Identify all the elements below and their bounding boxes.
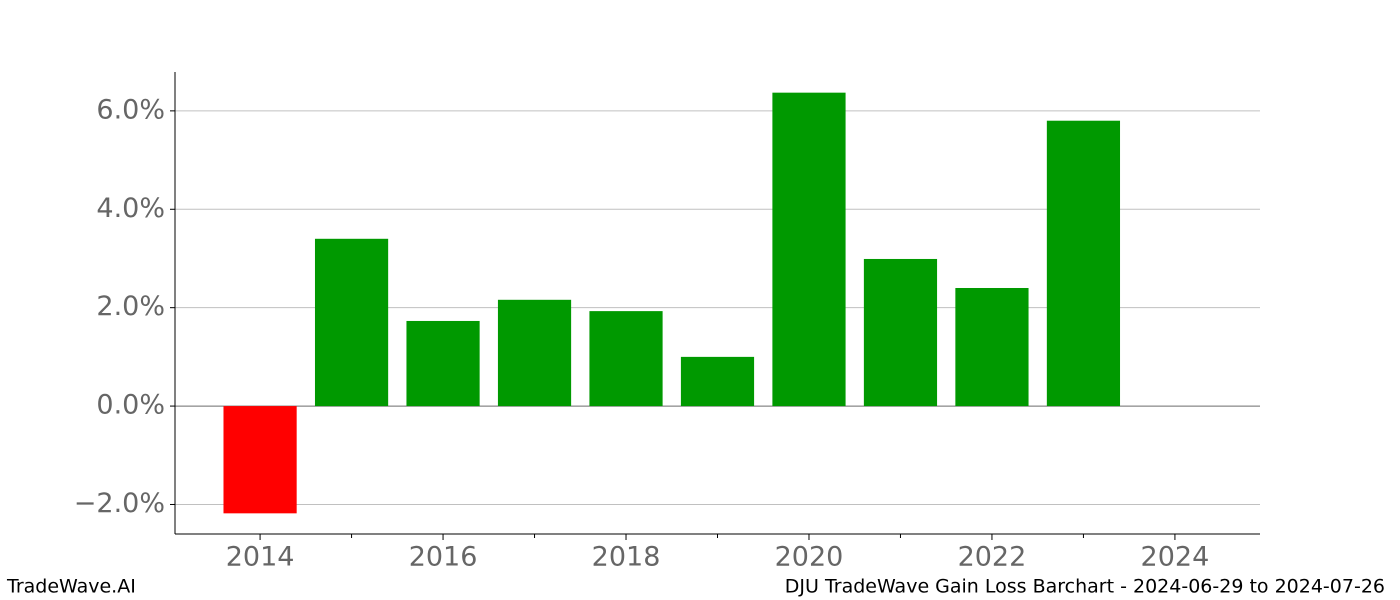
y-tick-label: 4.0% bbox=[96, 193, 165, 224]
y-tick-label: 0.0% bbox=[96, 390, 165, 421]
bar bbox=[680, 356, 755, 407]
y-tick-label: 6.0% bbox=[96, 94, 165, 125]
bar bbox=[955, 287, 1029, 407]
x-tick-label: 2018 bbox=[592, 542, 661, 573]
bar bbox=[497, 299, 572, 407]
x-tick-label: 2024 bbox=[1141, 542, 1210, 573]
footer-left: TradeWave.AI bbox=[6, 576, 136, 598]
x-tick-label: 2014 bbox=[226, 542, 295, 573]
bar bbox=[314, 238, 389, 407]
bar bbox=[406, 320, 480, 407]
bar bbox=[863, 258, 938, 407]
bar bbox=[772, 92, 846, 407]
x-tick-label: 2020 bbox=[775, 542, 844, 573]
x-tick-label: 2016 bbox=[409, 542, 478, 573]
bar bbox=[589, 311, 663, 407]
x-tick-label: 2022 bbox=[958, 542, 1027, 573]
bar bbox=[223, 406, 297, 514]
bar bbox=[1046, 120, 1121, 407]
footer-right: DJU TradeWave Gain Loss Barchart - 2024-… bbox=[785, 576, 1385, 598]
y-tick-label: −2.0% bbox=[74, 488, 165, 519]
y-tick-label: 2.0% bbox=[96, 291, 165, 322]
